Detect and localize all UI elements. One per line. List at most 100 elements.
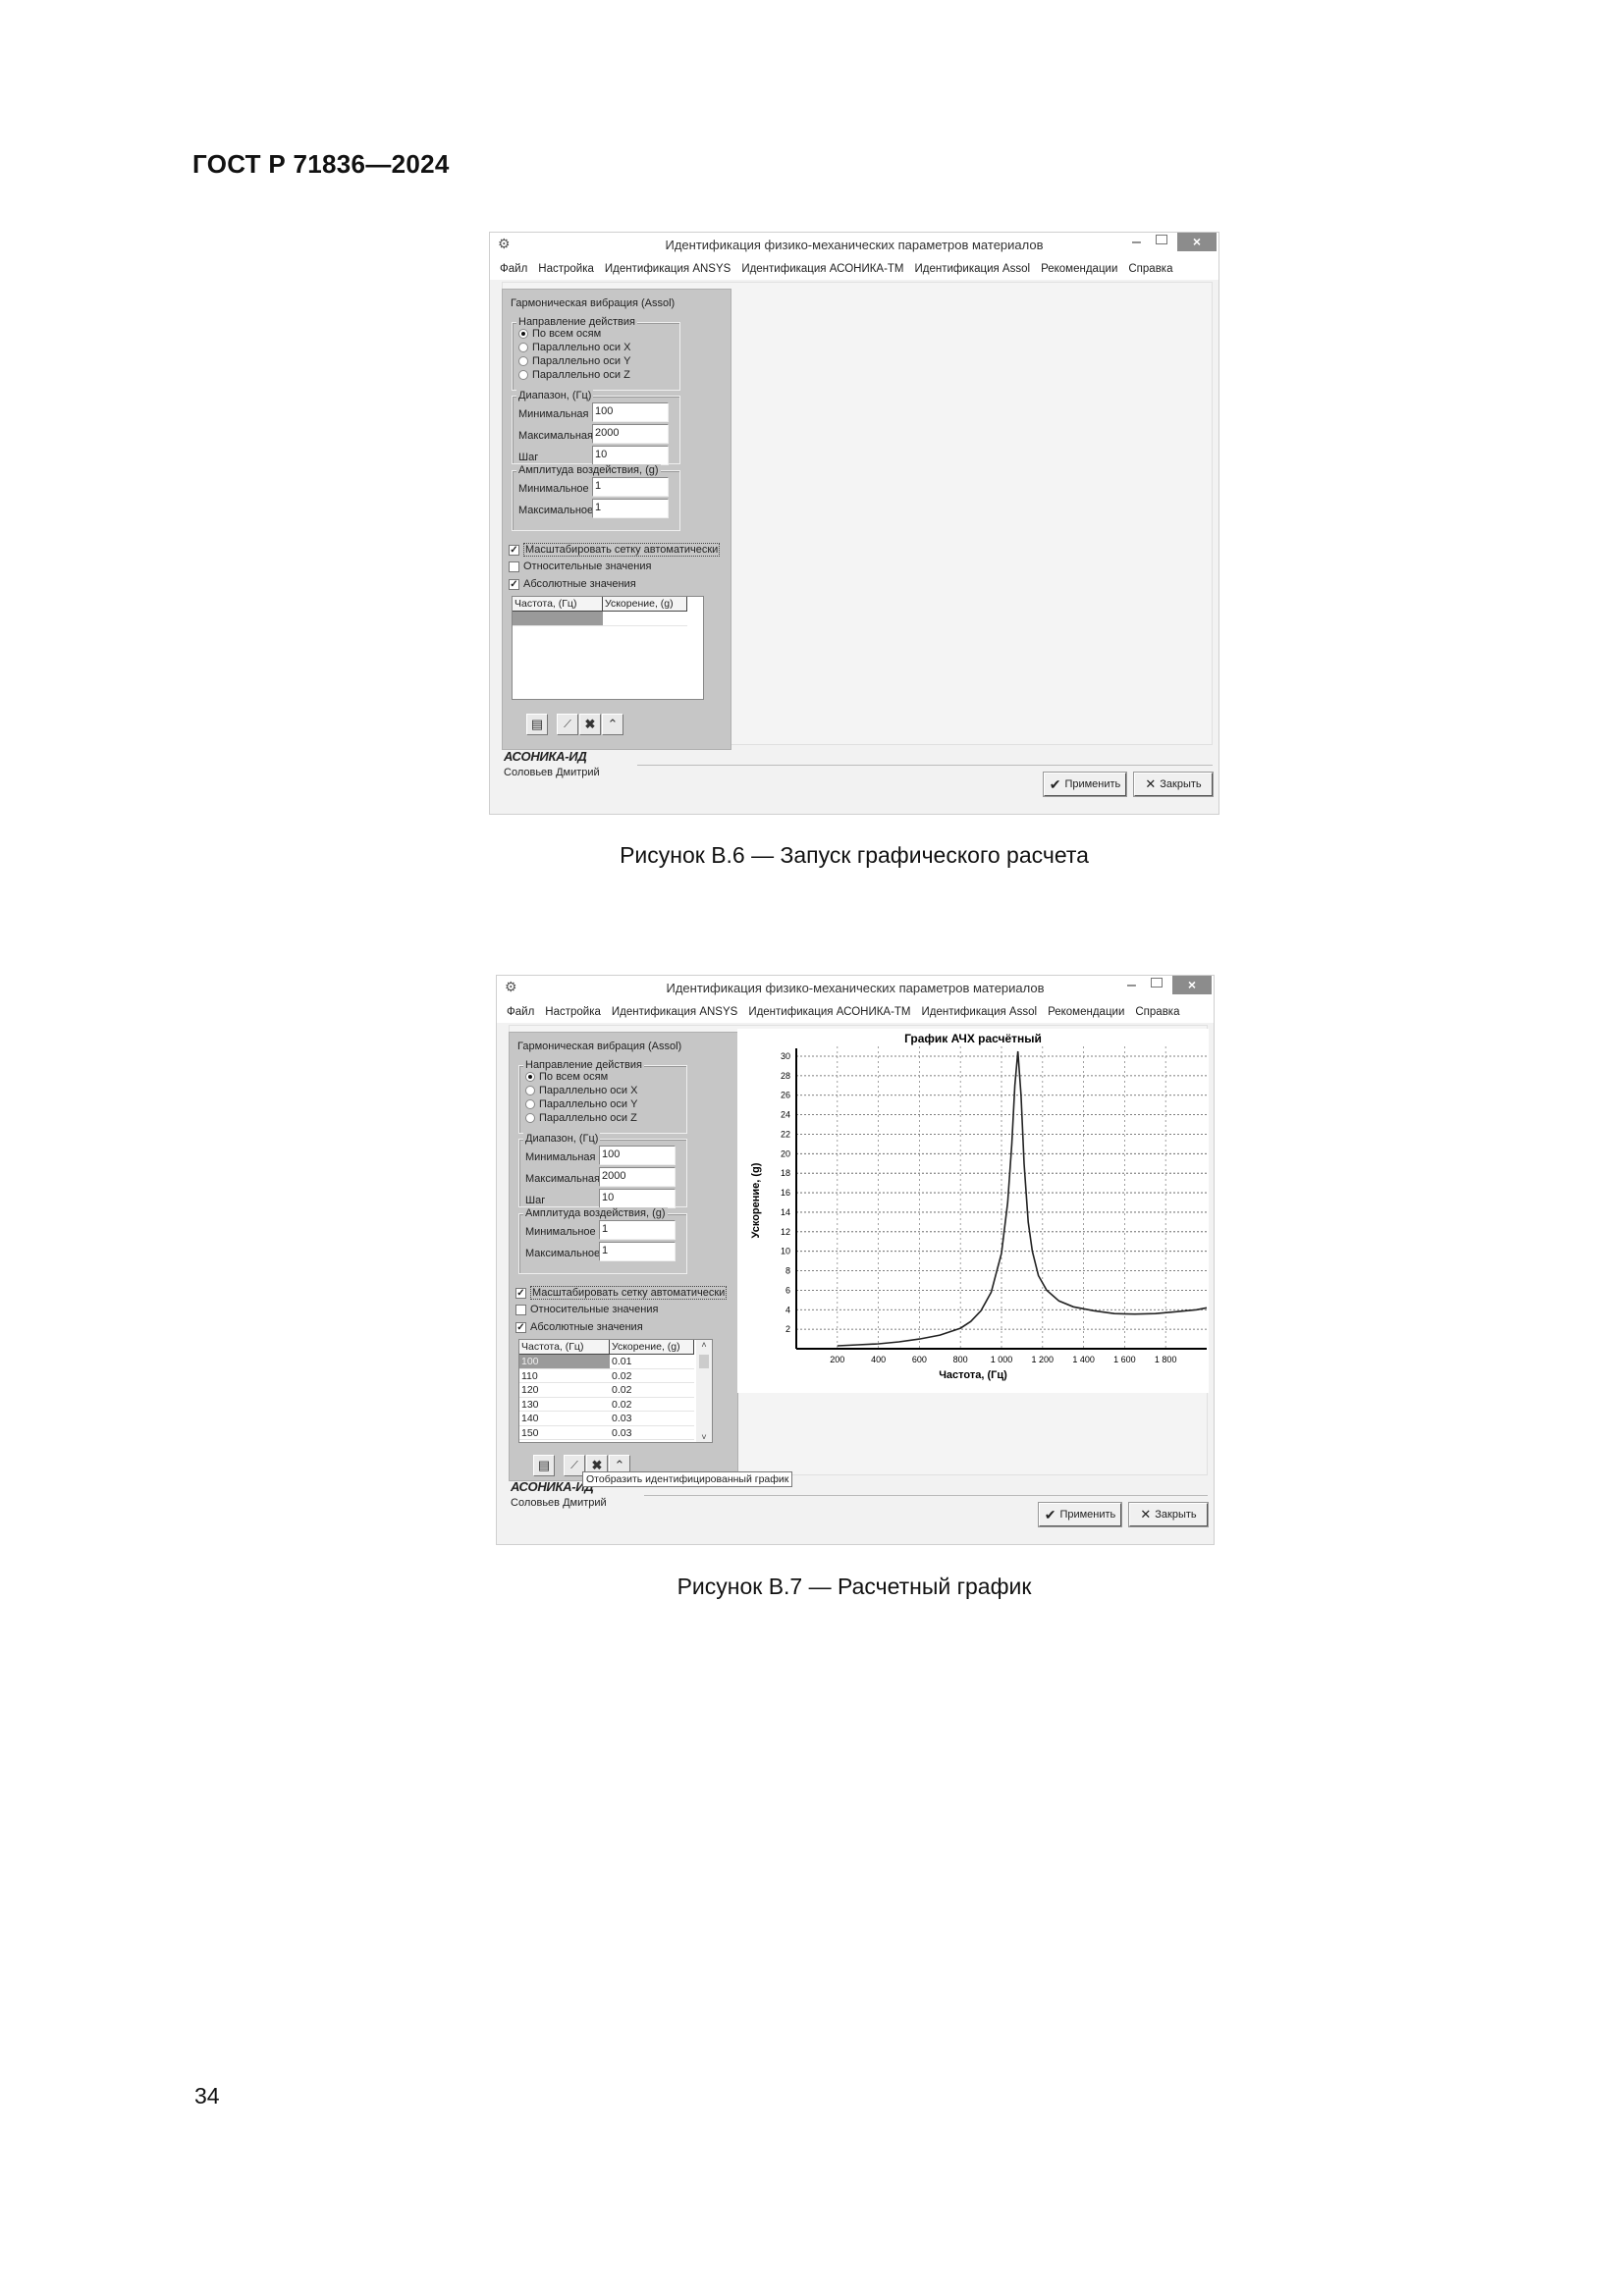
radio-option[interactable]: Параллельно оси Y — [525, 1098, 637, 1110]
table-cell[interactable]: 110 — [519, 1369, 610, 1383]
radio-button[interactable] — [518, 370, 528, 380]
radio-option[interactable]: Параллельно оси Y — [518, 355, 630, 367]
peak-icon[interactable]: ⌃ — [602, 714, 623, 735]
radio-button[interactable] — [525, 1099, 535, 1109]
menu-item[interactable]: Настройка — [545, 1006, 601, 1018]
x-tick-label: 1 800 — [1155, 1355, 1177, 1364]
menu-item[interactable]: Рекомендации — [1041, 263, 1118, 275]
scroll-up-icon[interactable]: ˄ — [701, 1340, 707, 1350]
close-window-button[interactable]: × — [1177, 233, 1217, 251]
table-scrollbar[interactable]: ˄ ˅ — [696, 1340, 712, 1442]
checkbox[interactable]: ✓ — [509, 578, 519, 590]
table-cell[interactable]: 100 — [519, 1355, 610, 1369]
range-input-2[interactable]: 10 — [599, 1189, 676, 1208]
maximize-button[interactable] — [1151, 978, 1163, 988]
table-cell[interactable]: 0.02 — [610, 1369, 694, 1383]
radio-button[interactable] — [525, 1072, 535, 1082]
author-name: Соловьев Дмитрий — [511, 1497, 607, 1509]
radio-option[interactable]: По всем осям — [518, 328, 601, 340]
scroll-thumb[interactable] — [699, 1355, 709, 1368]
radio-button[interactable] — [525, 1113, 535, 1123]
y-tick-label: 16 — [781, 1188, 790, 1198]
check-icon: ✔ — [1049, 775, 1061, 792]
checkbox[interactable]: ✓ — [509, 544, 519, 556]
table-cell[interactable]: 150 — [519, 1426, 610, 1440]
table-cell[interactable]: 0.01 — [610, 1355, 694, 1369]
data-table[interactable]: Частота, (Гц) Ускорение, (g) — [512, 596, 704, 700]
radio-option[interactable]: Параллельно оси X — [518, 342, 630, 353]
close-button[interactable]: ✕ Закрыть — [1133, 772, 1214, 797]
calculator-icon[interactable]: ▤ — [533, 1455, 555, 1476]
menu-item[interactable]: Идентификация АСОНИКА-ТМ — [741, 263, 904, 275]
apply-button[interactable]: ✔ Применить — [1038, 1502, 1122, 1527]
checkbox-option[interactable]: ✓ Абсолютные значения — [515, 1321, 643, 1333]
close-window-button[interactable]: × — [1172, 976, 1212, 994]
menu-item[interactable]: Файл — [507, 1006, 535, 1018]
data-table[interactable]: Частота, (Гц) Ускорение, (g) 100 0.01 110 0.0… — [518, 1339, 713, 1443]
radio-button[interactable] — [518, 329, 528, 339]
column-header[interactable]: Частота, (Гц) — [519, 1340, 610, 1355]
column-header[interactable]: Ускорение, (g) — [603, 597, 687, 612]
table-cell[interactable]: 120 — [519, 1383, 610, 1398]
menu-item[interactable]: Справка — [1135, 1006, 1180, 1018]
checkbox[interactable] — [515, 1304, 526, 1315]
checkbox-option[interactable]: ✓ Масштабировать сетку автоматически — [509, 543, 721, 557]
delete-icon[interactable]: ✖ — [579, 714, 601, 735]
show-graph-icon[interactable]: ⟋ — [557, 714, 578, 735]
radio-option[interactable]: Параллельно оси Z — [518, 369, 630, 381]
apply-button[interactable]: ✔ Применить — [1043, 772, 1127, 797]
peak-icon[interactable]: ⌃ — [609, 1455, 630, 1476]
show-graph-icon[interactable]: ⟋ — [564, 1455, 585, 1476]
range-input-1[interactable]: 2000 — [599, 1167, 676, 1187]
checkbox-option[interactable]: Относительные значения — [509, 561, 651, 572]
table-cell[interactable] — [513, 612, 603, 626]
menu-item[interactable]: Настройка — [538, 263, 594, 275]
menu-item[interactable]: Идентификация Assol — [914, 263, 1031, 275]
menu-item[interactable]: Идентификация ANSYS — [611, 1006, 738, 1018]
table-cell[interactable]: 0.02 — [610, 1398, 694, 1412]
menu-item[interactable]: Идентификация АСОНИКА-ТМ — [748, 1006, 911, 1018]
range-input-0[interactable]: 100 — [592, 402, 669, 422]
table-cell[interactable]: 140 — [519, 1412, 610, 1426]
tooltip: Отобразить идентифицированный график — [582, 1471, 793, 1487]
calculator-icon[interactable]: ▤ — [526, 714, 548, 735]
amplitude-input-1[interactable]: 1 — [599, 1242, 676, 1261]
range-input-0[interactable]: 100 — [599, 1146, 676, 1165]
radio-option[interactable]: По всем осям — [525, 1071, 608, 1083]
amplitude-input-1[interactable]: 1 — [592, 499, 669, 518]
close-button[interactable]: ✕ Закрыть — [1128, 1502, 1209, 1527]
menu-item[interactable]: Идентификация ANSYS — [604, 263, 731, 275]
table-cell[interactable]: 0.03 — [610, 1426, 694, 1440]
minimize-button[interactable]: – — [1132, 234, 1141, 250]
table-cell[interactable] — [603, 612, 687, 626]
checkbox-option[interactable]: Относительные значения — [515, 1304, 658, 1315]
checkbox[interactable]: ✓ — [515, 1287, 526, 1299]
minimize-button[interactable]: – — [1127, 977, 1136, 993]
menu-item[interactable]: Справка — [1128, 263, 1173, 275]
column-header[interactable]: Ускорение, (g) — [610, 1340, 694, 1355]
figure-caption: Рисунок В.7 — Расчетный график — [677, 1574, 1032, 1599]
menu-item[interactable]: Идентификация Assol — [921, 1006, 1038, 1018]
amplitude-input-0[interactable]: 1 — [599, 1220, 676, 1240]
table-cell[interactable]: 0.03 — [610, 1412, 694, 1426]
radio-button[interactable] — [518, 343, 528, 352]
checkbox-option[interactable]: ✓ Абсолютные значения — [509, 578, 636, 590]
checkbox[interactable]: ✓ — [515, 1321, 526, 1333]
table-cell[interactable]: 130 — [519, 1398, 610, 1412]
menu-item[interactable]: Рекомендации — [1048, 1006, 1125, 1018]
amplitude-input-0[interactable]: 1 — [592, 477, 669, 497]
checkbox-option[interactable]: ✓ Масштабировать сетку автоматически — [515, 1286, 728, 1300]
radio-option[interactable]: Параллельно оси X — [525, 1085, 637, 1096]
scroll-down-icon[interactable]: ˅ — [701, 1432, 707, 1442]
table-cell[interactable]: 0.02 — [610, 1383, 694, 1398]
radio-button[interactable] — [518, 356, 528, 366]
radio-button[interactable] — [525, 1086, 535, 1095]
column-header[interactable]: Частота, (Гц) — [513, 597, 603, 612]
range-input-2[interactable]: 10 — [592, 446, 669, 465]
checkbox[interactable] — [509, 561, 519, 572]
range-input-1[interactable]: 2000 — [592, 424, 669, 444]
menu-item[interactable]: Файл — [500, 263, 528, 275]
radio-option[interactable]: Параллельно оси Z — [525, 1112, 637, 1124]
maximize-button[interactable] — [1156, 235, 1167, 244]
